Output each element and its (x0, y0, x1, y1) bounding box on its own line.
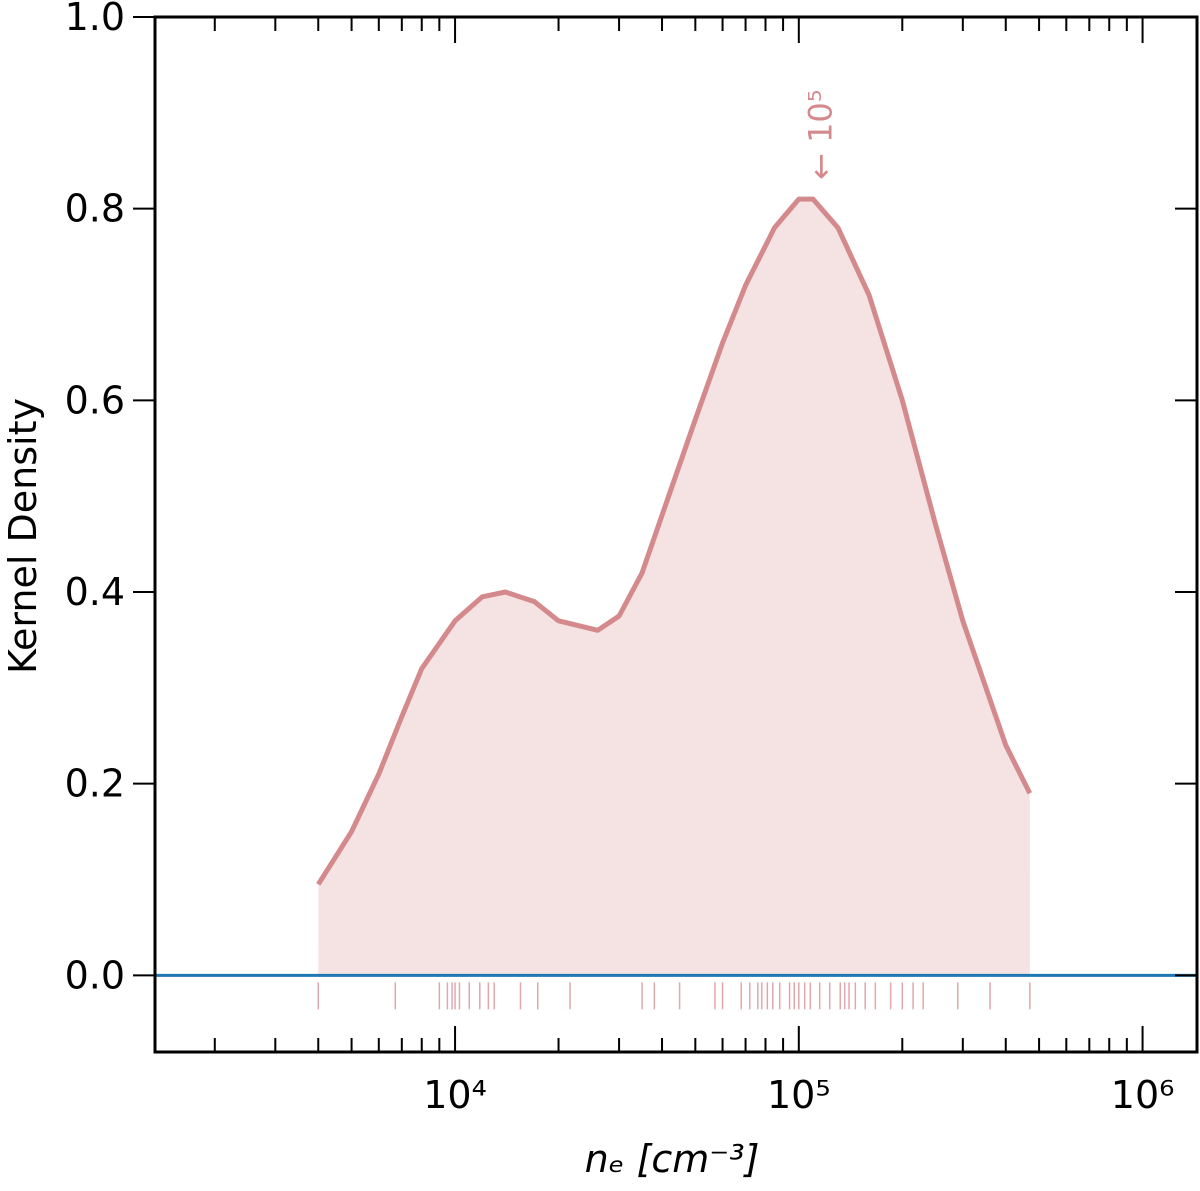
y-tick-label: 0.4 (65, 570, 125, 614)
x-tick-label: 10⁵ (767, 1073, 831, 1117)
y-axis-label: Kernel Density (1, 398, 45, 674)
x-axis-label: nₑ [cm⁻³] (585, 1137, 760, 1181)
y-tick-label: 1.0 (65, 0, 125, 39)
y-tick-label: 0.0 (65, 953, 125, 997)
y-tick-label: 0.8 (65, 187, 125, 231)
kde-line (316, 196, 1033, 886)
annotation: ← 10⁵ (802, 89, 840, 180)
y-tick-label: 0.2 (65, 762, 125, 806)
plot-frame (153, 15, 1199, 1054)
y-tick-label: 0.6 (65, 378, 125, 422)
kde-area (318, 199, 1030, 976)
x-tick-label: 10⁴ (423, 1073, 487, 1117)
x-tick-label: 10⁶ (1111, 1073, 1175, 1117)
